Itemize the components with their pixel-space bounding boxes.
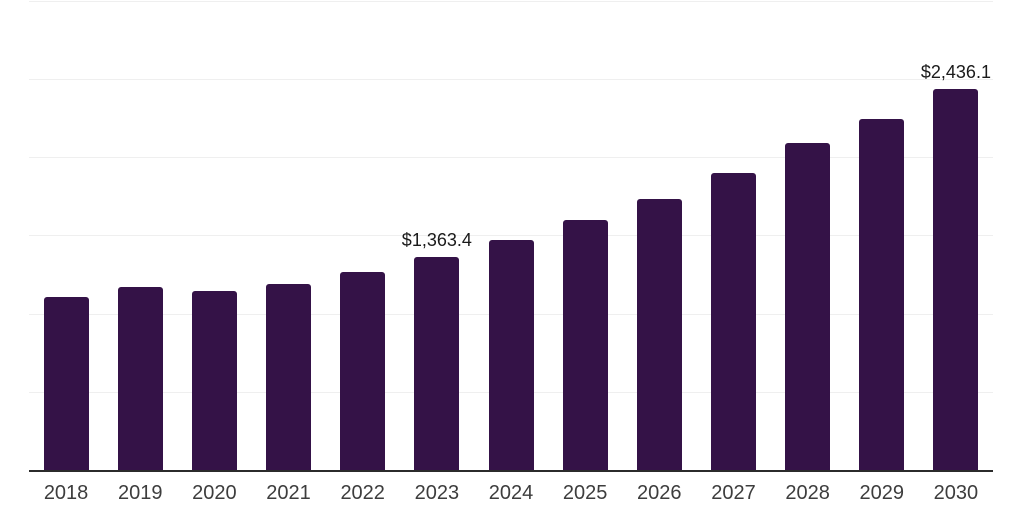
x-tick-label-2026: 2026 <box>637 482 682 504</box>
bar-2022 <box>340 271 386 470</box>
data-label-2023: $1,363.4 <box>401 229 472 250</box>
gridline <box>29 78 993 80</box>
gridline <box>29 0 993 2</box>
x-tick-label-2022: 2022 <box>340 482 385 504</box>
bar-2023 <box>414 256 460 470</box>
x-tick-label-2028: 2028 <box>785 482 830 504</box>
bar-2019 <box>117 286 163 470</box>
gridline <box>29 235 993 237</box>
bar-2018 <box>43 296 89 470</box>
bar-2028 <box>785 143 831 470</box>
x-tick-label-2024: 2024 <box>488 482 534 504</box>
gridline <box>29 157 993 159</box>
x-tick-label-2025: 2025 <box>562 482 608 504</box>
bar-2026 <box>636 199 682 470</box>
x-tick-label-2019: 2019 <box>117 482 163 504</box>
x-tick-label-2023: 2023 <box>414 482 460 504</box>
x-tick-label-2030: 2030 <box>933 482 979 504</box>
data-label-2030: $2,436.1 <box>920 61 991 82</box>
bar-2021 <box>266 283 312 470</box>
bar-2027 <box>710 172 756 470</box>
bar-2025 <box>562 220 608 470</box>
x-tick-label-2018: 2018 <box>43 482 89 504</box>
bar-2024 <box>488 240 534 470</box>
bar-2029 <box>859 118 905 470</box>
bar-2030 <box>933 88 979 470</box>
x-tick-label-2021: 2021 <box>266 482 311 504</box>
x-axis-line <box>29 470 993 472</box>
bar-2020 <box>191 291 237 470</box>
x-tick-label-2027: 2027 <box>711 482 756 504</box>
x-tick-label-2029: 2029 <box>859 482 905 504</box>
x-tick-label-2020: 2020 <box>192 482 237 504</box>
